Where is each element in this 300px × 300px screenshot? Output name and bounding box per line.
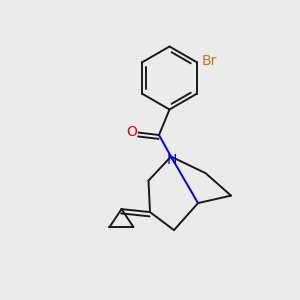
- Text: N: N: [167, 153, 177, 167]
- Text: Br: Br: [201, 54, 217, 68]
- Text: O: O: [127, 125, 137, 139]
